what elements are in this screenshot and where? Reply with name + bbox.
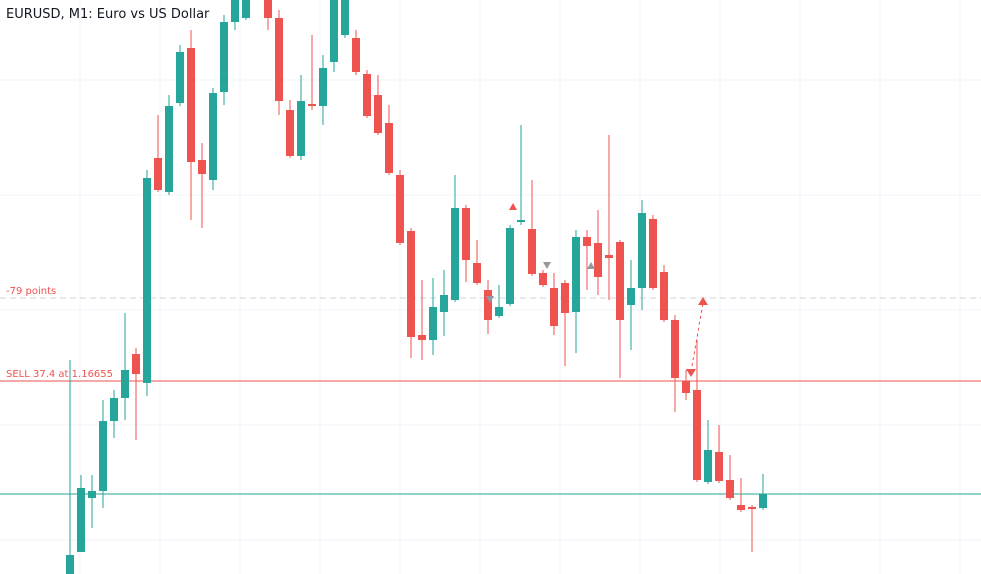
candle-body xyxy=(418,335,426,340)
candle-body xyxy=(616,242,624,320)
candle-body xyxy=(704,450,712,482)
candle-body xyxy=(638,213,646,288)
marker xyxy=(587,262,595,269)
candle-body xyxy=(363,74,371,116)
level-label: -79 points xyxy=(6,286,56,297)
close-marker xyxy=(698,297,708,305)
candle-body xyxy=(110,398,118,421)
candle-body xyxy=(583,237,591,246)
candles xyxy=(66,0,767,574)
candle-body xyxy=(231,0,239,22)
candle-body xyxy=(154,158,162,190)
candle-body xyxy=(143,178,151,383)
sell-marker xyxy=(686,369,696,377)
level-label: SELL 37.4 at 1.16655 xyxy=(6,369,113,380)
candle-body xyxy=(484,290,492,320)
marker xyxy=(543,262,551,269)
candle-body xyxy=(594,243,602,277)
candle-body xyxy=(407,231,415,337)
candle-body xyxy=(187,48,195,162)
candle-body xyxy=(715,452,723,481)
candle-body xyxy=(374,95,382,133)
candle-body xyxy=(737,505,745,510)
candle-body xyxy=(506,228,514,304)
candle-body xyxy=(352,38,360,72)
marker xyxy=(509,203,517,210)
candle-body xyxy=(660,272,668,320)
candle-body xyxy=(275,18,283,101)
candle-body xyxy=(473,263,481,283)
candle-body xyxy=(528,229,536,274)
candle-body xyxy=(627,288,635,305)
candle-body xyxy=(561,283,569,313)
candle-body xyxy=(220,22,228,92)
candle-body xyxy=(440,295,448,312)
candle-body xyxy=(396,175,404,243)
candle-body xyxy=(572,237,580,312)
candle-body xyxy=(341,0,349,35)
candle-body xyxy=(429,307,437,340)
candle-body xyxy=(176,52,184,103)
candle-body xyxy=(330,0,338,62)
candle-body xyxy=(539,273,547,285)
candle-body xyxy=(99,421,107,491)
candle-body xyxy=(165,106,173,192)
candle-body xyxy=(451,208,459,300)
candle-body xyxy=(671,320,679,378)
candle-body xyxy=(759,494,767,508)
candle-body xyxy=(242,0,250,19)
candle-body xyxy=(198,160,206,174)
candle-body xyxy=(121,370,129,398)
candle-body xyxy=(726,480,734,498)
candle-body xyxy=(88,491,96,498)
candle-body xyxy=(264,0,272,18)
chart-title: EURUSD, M1: Euro vs US Dollar xyxy=(6,7,210,22)
candle-body xyxy=(77,488,85,552)
candle-body xyxy=(132,354,140,374)
candle-body xyxy=(693,390,701,480)
candle-body xyxy=(286,110,294,156)
candle-body xyxy=(605,255,613,258)
candle-body xyxy=(550,288,558,326)
candle-body xyxy=(297,101,305,156)
marker xyxy=(486,296,494,303)
candle-body xyxy=(495,307,503,316)
candle-body xyxy=(517,220,525,222)
candle-body xyxy=(66,555,74,574)
candle-body xyxy=(308,104,316,106)
candle-body xyxy=(748,507,756,509)
candle-body xyxy=(682,381,690,393)
candle-body xyxy=(209,93,217,180)
candle-body xyxy=(385,123,393,173)
trade-markers xyxy=(486,203,708,377)
candle-body xyxy=(319,68,327,106)
candle-body xyxy=(649,219,657,288)
candle-body xyxy=(462,208,470,260)
